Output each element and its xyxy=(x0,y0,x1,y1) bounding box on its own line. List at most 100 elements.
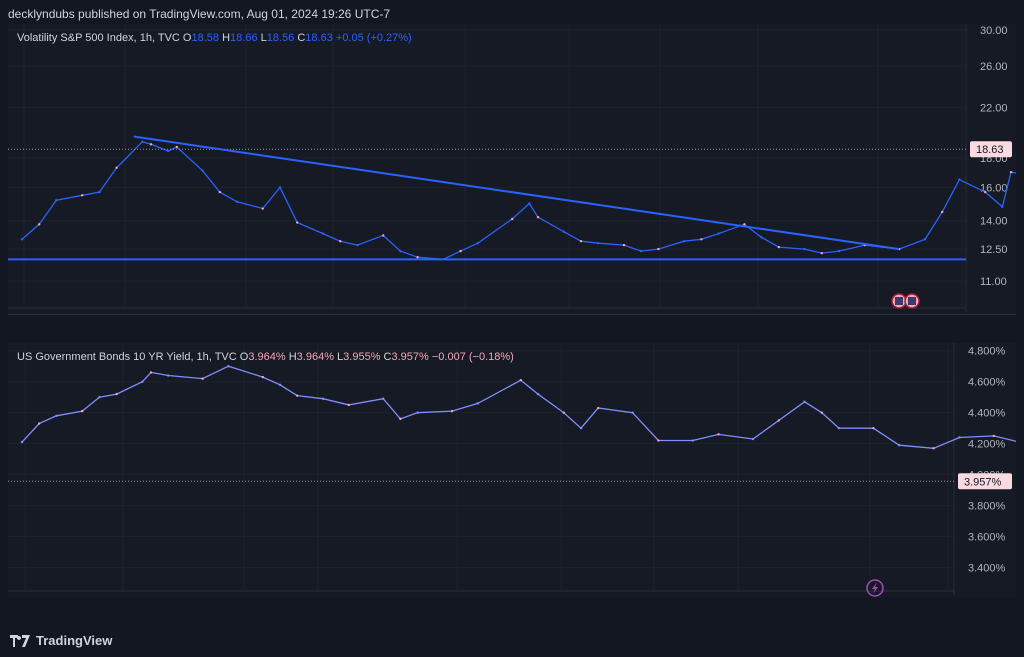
y-tick-label: 4.800% xyxy=(968,346,1006,358)
flag-canton xyxy=(895,297,903,305)
data-point xyxy=(175,145,178,149)
tradingview-brand: TradingView xyxy=(36,633,113,648)
data-point xyxy=(296,394,299,397)
bond-chart-svg[interactable]: 4.800%4.600%4.400%4.200%4.000%3.800%3.60… xyxy=(8,343,1016,597)
data-point xyxy=(218,190,221,194)
data-point xyxy=(984,190,987,194)
tradingview-footer[interactable]: TradingView xyxy=(10,633,112,648)
data-point xyxy=(872,426,875,430)
data-point xyxy=(167,149,170,153)
data-point xyxy=(631,411,634,414)
data-point xyxy=(55,198,58,202)
vix-high-label: H xyxy=(222,32,231,44)
pane-separator xyxy=(8,314,1016,315)
data-point xyxy=(751,437,755,441)
bond-legend-title: US Government Bonds 10 YR Yield, 1h, TVC xyxy=(17,351,237,363)
data-point xyxy=(958,178,961,181)
trendline-down xyxy=(133,135,900,251)
data-point xyxy=(321,232,325,235)
bond-chart-pane[interactable]: US Government Bonds 10 YR Yield, 1h, TVC… xyxy=(8,343,1016,597)
y-tick-label: 4.400% xyxy=(968,408,1006,420)
bond-open-value: 3.964% xyxy=(248,351,286,363)
data-point xyxy=(519,378,522,382)
data-point xyxy=(597,241,600,245)
data-point xyxy=(1009,170,1013,174)
data-point xyxy=(459,249,462,253)
data-point xyxy=(528,202,531,205)
data-point xyxy=(597,406,600,410)
y-tick-label: 4.200% xyxy=(968,439,1006,451)
data-point xyxy=(81,409,84,413)
data-point xyxy=(399,417,402,421)
vix-low-label: L xyxy=(260,32,267,44)
data-point xyxy=(55,414,58,417)
data-point xyxy=(717,433,720,436)
data-point xyxy=(382,397,385,400)
vix-chart-pane[interactable]: Volatility S&P 500 Index, 1h, TVC O18.58… xyxy=(8,24,1016,314)
data-point xyxy=(98,190,101,194)
data-point xyxy=(20,440,24,444)
data-point xyxy=(339,240,342,243)
data-point xyxy=(622,243,626,247)
data-point xyxy=(261,207,264,210)
lightning-icon xyxy=(866,579,884,597)
data-point xyxy=(416,256,419,259)
bond-close-label: C xyxy=(383,351,392,363)
data-point xyxy=(476,402,479,405)
data-point xyxy=(536,215,540,219)
data-point xyxy=(717,232,720,235)
data-point xyxy=(356,243,359,247)
data-point xyxy=(640,249,643,253)
data-point xyxy=(536,392,540,396)
data-point xyxy=(743,223,746,226)
series-line xyxy=(21,365,1016,449)
data-point xyxy=(777,419,780,422)
y-tick-label: 16.00 xyxy=(980,182,1008,194)
data-point xyxy=(941,210,944,214)
last-price-badge xyxy=(958,473,1012,490)
vix-close-label: C xyxy=(297,32,306,44)
last-price-label: 3.957% xyxy=(964,476,1002,488)
bond-open-label: O xyxy=(239,351,249,363)
data-point xyxy=(81,194,84,197)
data-point xyxy=(20,238,24,241)
data-point xyxy=(141,140,144,143)
data-point xyxy=(278,383,282,387)
data-point xyxy=(115,166,118,169)
data-point xyxy=(837,249,841,253)
data-point xyxy=(235,200,239,204)
bond-high-value: 3.964% xyxy=(296,351,334,363)
y-tick-label: 11.00 xyxy=(980,276,1007,288)
data-point xyxy=(562,411,565,414)
data-point xyxy=(700,238,703,241)
vix-chart-svg[interactable]: 30.0026.0022.0018.0016.0014.0012.5011.00… xyxy=(8,24,1016,314)
data-point xyxy=(777,245,780,249)
data-point xyxy=(1001,205,1004,209)
data-point xyxy=(579,240,583,243)
vix-legend: Volatility S&P 500 Index, 1h, TVC O18.58… xyxy=(17,32,412,44)
vix-change-value: +0.05 (+0.27%) xyxy=(335,32,412,44)
data-point xyxy=(803,247,806,251)
vix-low-value: 18.56 xyxy=(266,32,295,44)
data-point xyxy=(416,411,419,414)
data-point xyxy=(562,230,565,233)
data-point xyxy=(923,238,927,241)
data-point xyxy=(760,236,763,239)
y-tick-label: 3.600% xyxy=(968,532,1006,544)
bond-close-value: 3.957% xyxy=(391,351,429,363)
data-point xyxy=(201,169,204,172)
y-tick-label: 3.400% xyxy=(968,563,1006,575)
data-point xyxy=(837,426,841,430)
tradingview-logo-icon xyxy=(10,634,30,647)
data-point xyxy=(476,241,479,245)
data-point xyxy=(98,395,101,399)
data-point xyxy=(141,380,144,383)
data-point xyxy=(167,374,170,377)
bond-change-value: −0.007 (−0.18%) xyxy=(431,351,514,363)
vix-open-value: 18.58 xyxy=(191,32,220,44)
data-point xyxy=(115,392,118,396)
data-point xyxy=(691,439,694,442)
us-flag-icon xyxy=(891,293,920,309)
bond-legend: US Government Bonds 10 YR Yield, 1h, TVC… xyxy=(17,351,514,363)
y-tick-label: 26.00 xyxy=(980,61,1008,73)
